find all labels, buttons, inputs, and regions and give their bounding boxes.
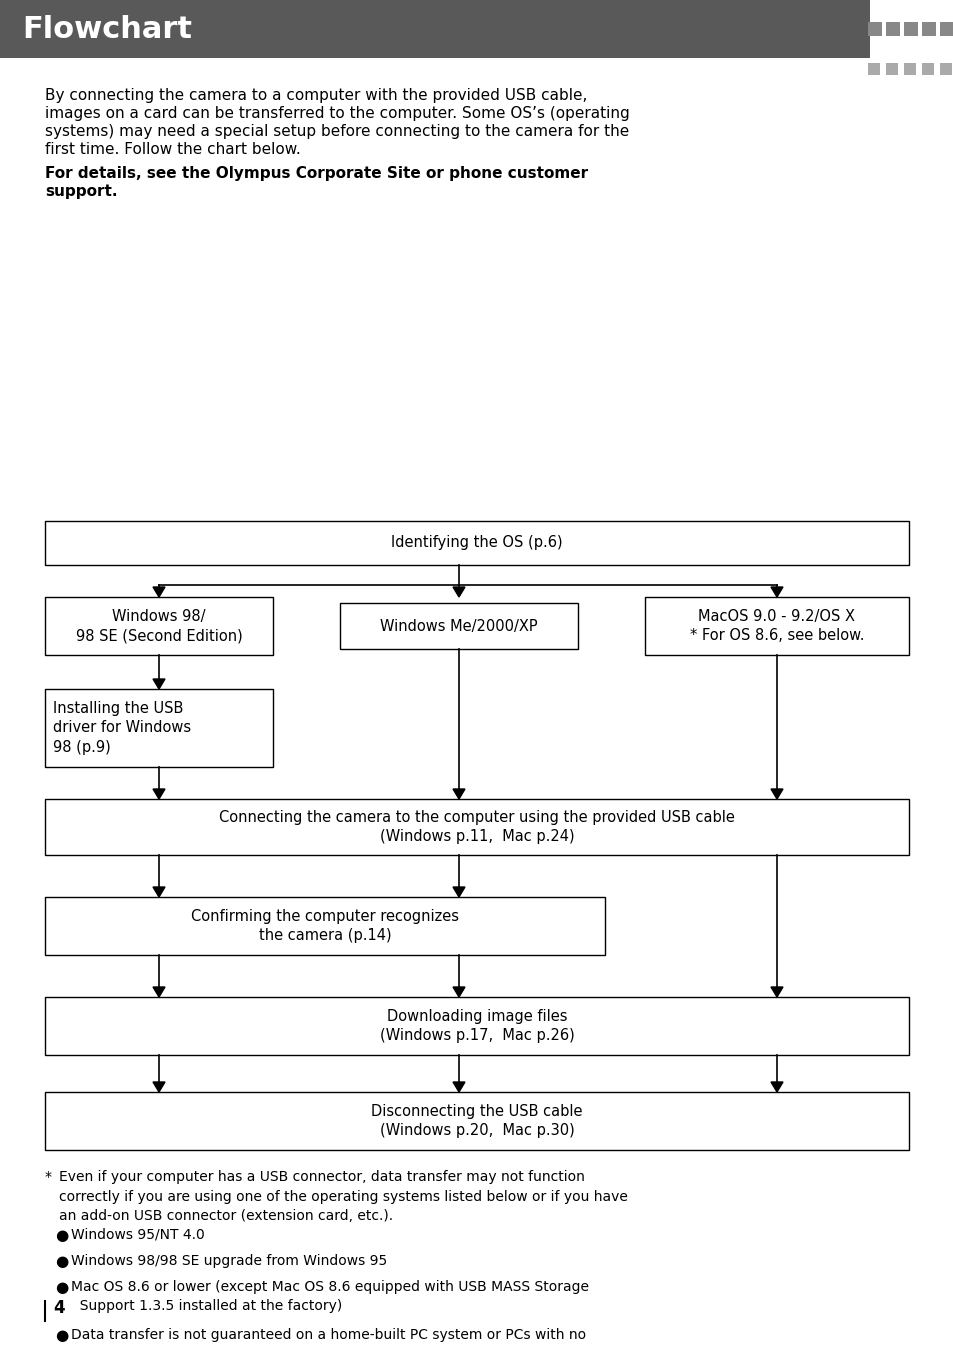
Text: ●: ● [55, 1280, 69, 1295]
Text: By connecting the camera to a computer with the provided USB cable,: By connecting the camera to a computer w… [45, 87, 587, 104]
FancyBboxPatch shape [45, 597, 273, 655]
FancyBboxPatch shape [45, 997, 908, 1054]
FancyBboxPatch shape [867, 22, 882, 36]
FancyBboxPatch shape [885, 22, 899, 36]
Text: Installing the USB
driver for Windows
98 (p.9): Installing the USB driver for Windows 98… [53, 701, 191, 756]
Text: Windows 95/NT 4.0: Windows 95/NT 4.0 [71, 1228, 205, 1241]
FancyBboxPatch shape [921, 63, 933, 75]
Text: Windows 98/98 SE upgrade from Windows 95: Windows 98/98 SE upgrade from Windows 95 [71, 1254, 387, 1268]
Text: Downloading image files
(Windows p.17,  Mac p.26): Downloading image files (Windows p.17, M… [379, 1009, 574, 1044]
Text: Identifying the OS (p.6): Identifying the OS (p.6) [391, 535, 562, 550]
FancyBboxPatch shape [939, 22, 953, 36]
FancyBboxPatch shape [45, 897, 604, 955]
Text: 4: 4 [53, 1299, 65, 1317]
Polygon shape [152, 679, 165, 689]
Polygon shape [453, 790, 464, 799]
Text: Windows 98/
98 SE (Second Edition): Windows 98/ 98 SE (Second Edition) [75, 608, 242, 643]
FancyBboxPatch shape [903, 63, 915, 75]
FancyBboxPatch shape [939, 63, 951, 75]
Text: MacOS 9.0 - 9.2/OS X
* For OS 8.6, see below.: MacOS 9.0 - 9.2/OS X * For OS 8.6, see b… [689, 608, 863, 643]
FancyBboxPatch shape [0, 0, 869, 58]
Text: ●: ● [55, 1228, 69, 1243]
Polygon shape [152, 886, 165, 897]
Polygon shape [152, 586, 165, 597]
Text: Confirming the computer recognizes
the camera (p.14): Confirming the computer recognizes the c… [191, 909, 458, 943]
Polygon shape [453, 886, 464, 897]
Text: For details, see the Olympus Corporate Site or phone customer: For details, see the Olympus Corporate S… [45, 165, 587, 182]
Polygon shape [770, 987, 782, 997]
Text: ●: ● [55, 1254, 69, 1268]
Polygon shape [770, 586, 782, 597]
Text: ●: ● [55, 1328, 69, 1344]
Text: Windows Me/2000/XP: Windows Me/2000/XP [380, 619, 537, 633]
Polygon shape [152, 790, 165, 799]
Text: Connecting the camera to the computer using the provided USB cable
(Windows p.11: Connecting the camera to the computer us… [219, 810, 734, 845]
Text: systems) may need a special setup before connecting to the camera for the: systems) may need a special setup before… [45, 124, 629, 139]
Text: first time. Follow the chart below.: first time. Follow the chart below. [45, 143, 300, 157]
FancyBboxPatch shape [903, 22, 917, 36]
Polygon shape [770, 790, 782, 799]
Polygon shape [152, 987, 165, 997]
FancyBboxPatch shape [921, 22, 935, 36]
Text: Flowchart: Flowchart [22, 15, 192, 43]
FancyBboxPatch shape [867, 63, 879, 75]
Text: Mac OS 8.6 or lower (except Mac OS 8.6 equipped with USB MASS Storage
  Support : Mac OS 8.6 or lower (except Mac OS 8.6 e… [71, 1280, 588, 1313]
Text: Data transfer is not guaranteed on a home-built PC system or PCs with no
  facto: Data transfer is not guaranteed on a hom… [71, 1328, 585, 1345]
Text: Disconnecting the USB cable
(Windows p.20,  Mac p.30): Disconnecting the USB cable (Windows p.2… [371, 1104, 582, 1138]
Text: *: * [45, 1170, 52, 1184]
FancyBboxPatch shape [339, 603, 578, 650]
FancyBboxPatch shape [45, 689, 273, 767]
FancyBboxPatch shape [45, 521, 908, 565]
Polygon shape [453, 1081, 464, 1092]
Text: images on a card can be transferred to the computer. Some OS’s (operating: images on a card can be transferred to t… [45, 106, 629, 121]
Polygon shape [453, 987, 464, 997]
Text: support.: support. [45, 184, 117, 199]
FancyBboxPatch shape [644, 597, 908, 655]
FancyBboxPatch shape [885, 63, 897, 75]
Polygon shape [770, 1081, 782, 1092]
FancyBboxPatch shape [45, 1092, 908, 1150]
Text: Even if your computer has a USB connector, data transfer may not function
correc: Even if your computer has a USB connecto… [59, 1170, 627, 1223]
FancyBboxPatch shape [45, 799, 908, 855]
Polygon shape [152, 1081, 165, 1092]
Polygon shape [453, 586, 464, 597]
